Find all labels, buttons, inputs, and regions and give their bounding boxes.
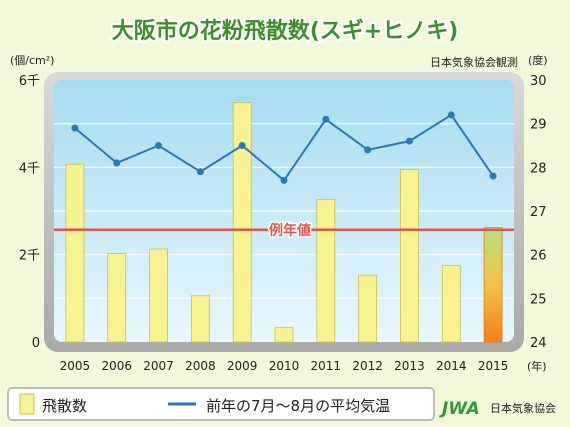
right-tick-label: 24 <box>530 336 547 351</box>
left-axis-unit: (個/cm²) <box>10 54 54 67</box>
x-axis-unit: (年) <box>527 359 547 373</box>
line-series <box>71 111 497 184</box>
x-tick-label: 2011 <box>311 359 342 373</box>
source-label: 日本気象協会観測 <box>430 55 518 69</box>
right-axis-unit: (度) <box>528 53 548 67</box>
temperature-point-2005 <box>71 124 79 132</box>
jwa-logo-org: 日本気象協会 <box>490 401 556 415</box>
x-tick-label: 2013 <box>394 359 425 373</box>
temperature-point-2008 <box>196 168 204 176</box>
bar-2012 <box>358 274 378 343</box>
legend-line-label: 前年の7月〜8月の平均気温 <box>206 397 390 415</box>
left-tick-label: 4千 <box>19 161 40 176</box>
bar-2011 <box>316 199 336 343</box>
bar-series <box>65 102 503 343</box>
x-axis-ticks: 2005 2006 2007 2008 2009 2010 2011 2012 2013 2014… <box>60 359 509 373</box>
right-tick-label: 25 <box>530 292 547 307</box>
x-tick-label: 2009 <box>227 359 258 373</box>
x-tick-label: 2005 <box>60 359 91 373</box>
grid-lines <box>54 123 514 299</box>
temperature-point-2006 <box>113 159 121 167</box>
x-tick-label: 2012 <box>352 359 383 373</box>
x-tick-label: 2006 <box>101 359 132 373</box>
temperature-point-2012 <box>364 146 372 154</box>
bar-2006 <box>107 252 127 343</box>
right-tick-label: 28 <box>530 161 547 176</box>
right-tick-label: 26 <box>530 249 547 264</box>
x-tick-label: 2010 <box>269 359 300 373</box>
temperature-point-2013 <box>405 137 413 145</box>
temperature-point-2007 <box>155 142 163 149</box>
x-tick-label: 2014 <box>436 359 467 373</box>
bar-2008 <box>190 295 210 343</box>
left-axis-ticks: 0 2千 4千 6千 <box>19 74 40 351</box>
legend-bar-label: 飛散数 <box>42 397 87 415</box>
left-tick-label: 2千 <box>19 249 40 264</box>
legend: 飛散数 前年の7月〜8月の平均気温 <box>7 387 435 421</box>
bar-2014 <box>441 265 461 343</box>
legend-box <box>7 387 435 421</box>
x-tick-label: 2015 <box>478 359 509 373</box>
temperature-point-2014 <box>447 111 455 119</box>
x-tick-label: 2007 <box>143 359 174 373</box>
right-tick-label: 27 <box>530 205 547 220</box>
legend-bar-swatch <box>19 393 35 415</box>
bar-2005 <box>65 163 85 343</box>
temperature-point-2011 <box>322 115 330 123</box>
reference-line: 例年値 <box>54 220 514 240</box>
reference-line-label: 例年値 <box>269 222 311 239</box>
temperature-point-2010 <box>280 176 288 184</box>
left-tick-label: 0 <box>32 336 40 351</box>
jwa-logo-mark: JWA <box>439 399 480 419</box>
x-tick-label: 2008 <box>185 359 216 373</box>
bar-2009 <box>232 102 252 343</box>
temperature-point-2009 <box>238 142 246 149</box>
bar-2015 <box>483 227 503 343</box>
right-tick-label: 29 <box>530 118 547 133</box>
jwa-logo: JWA 日本気象協会 <box>439 399 556 419</box>
right-axis-ticks: 24 25 26 27 28 29 30 <box>530 74 547 351</box>
bar-2013 <box>400 169 419 343</box>
right-tick-label: 30 <box>530 74 547 89</box>
chart-title: 大阪市の花粉飛散数(スギ+ヒノキ) <box>112 18 459 44</box>
bar-2010 <box>274 327 294 343</box>
temperature-point-2015 <box>489 172 497 180</box>
left-tick-label: 6千 <box>19 74 40 89</box>
bar-2007 <box>149 248 168 343</box>
